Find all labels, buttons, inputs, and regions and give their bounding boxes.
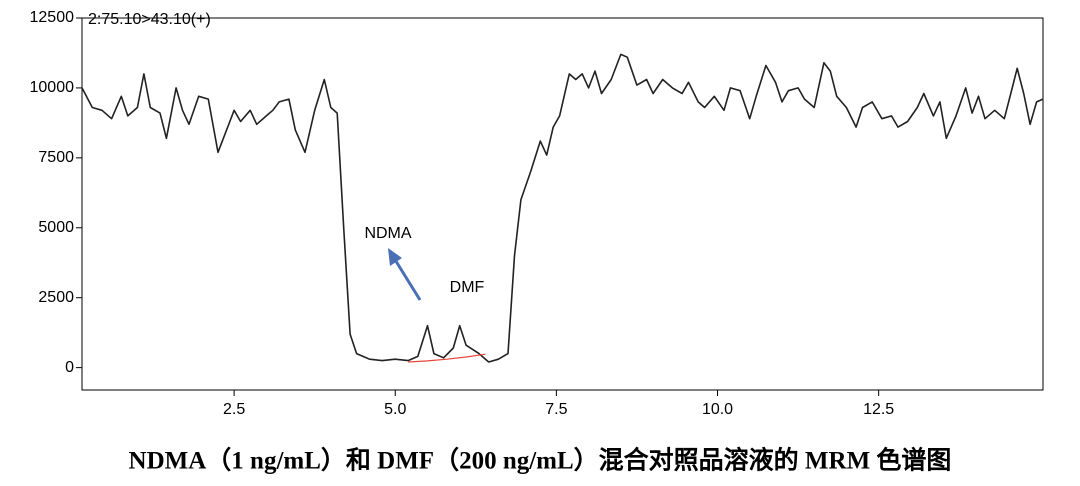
arrow-head: [388, 248, 402, 266]
y-tick-label: 5000: [38, 219, 74, 236]
annotation: DMF: [450, 279, 485, 296]
trace-label: 2:75.10>43.10(+): [88, 11, 211, 28]
trace-line: [81, 53, 1044, 363]
x-tick-label: 5.0: [384, 401, 406, 418]
x-tick-label: 10.0: [702, 401, 733, 418]
caption: NDMA（1 ng/mL）和 DMF（200 ng/mL）混合对照品溶液的 MR…: [129, 446, 952, 475]
annotation: NDMA: [364, 225, 411, 242]
x-tick-label: 7.5: [545, 401, 567, 418]
y-tick-label: 0: [65, 359, 74, 376]
y-tick-label: 12500: [30, 9, 75, 26]
x-tick-label: 12.5: [863, 401, 894, 418]
plot-frame: [81, 17, 1044, 391]
trace-line: [408, 353, 486, 363]
y-tick-label: 10000: [30, 79, 75, 96]
x-tick-label: 2.5: [223, 401, 245, 418]
y-tick-label: 7500: [38, 149, 74, 166]
y-tick-label: 2500: [38, 289, 74, 306]
arrow-shaft: [392, 257, 422, 301]
